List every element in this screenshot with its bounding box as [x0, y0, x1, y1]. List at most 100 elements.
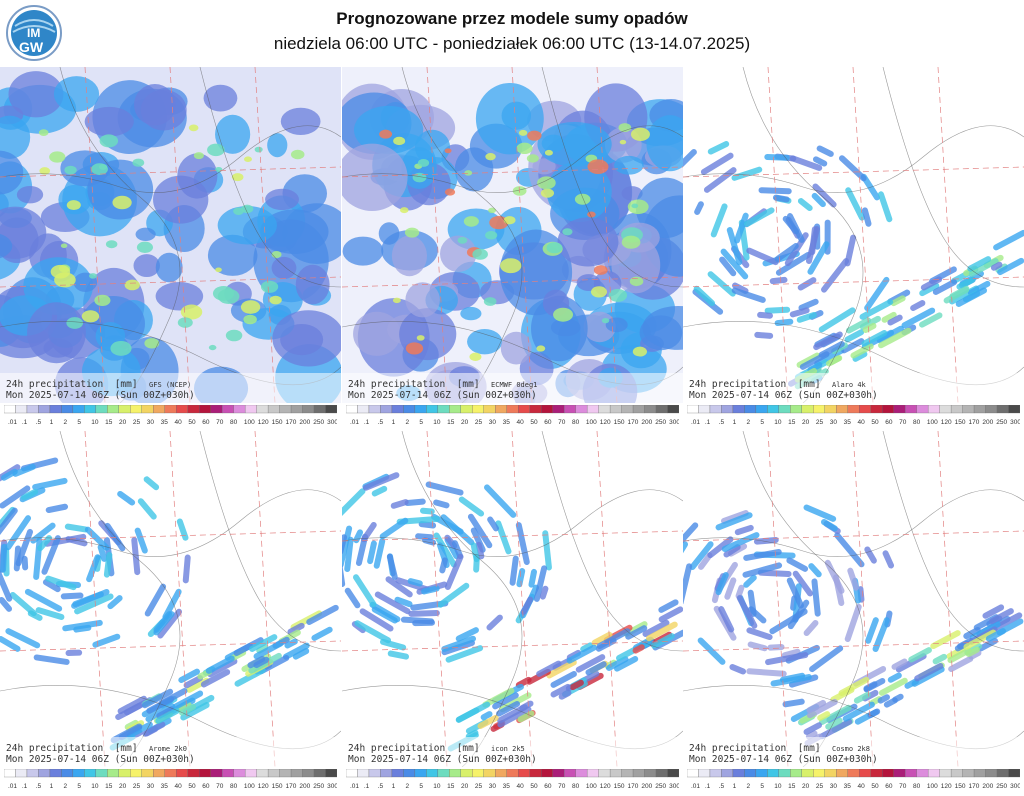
- legend-tick-label: 80: [913, 783, 921, 790]
- legend-color-swatch: [414, 405, 427, 414]
- legend-tick-label: 200: [641, 419, 652, 426]
- legend-color-swatch: [586, 405, 599, 414]
- legend-tick-label: 15: [788, 419, 796, 426]
- legend-tick-label: 300: [327, 783, 337, 790]
- legend-color-swatch: [939, 769, 952, 778]
- imgw-logo: IM GW: [6, 5, 62, 61]
- legend-color-swatch: [632, 405, 645, 414]
- legend-color-swatch: [732, 405, 745, 414]
- legend-color-swatch: [586, 769, 599, 778]
- legend-tick-label: 60: [544, 419, 552, 426]
- legend-tick-label: 200: [299, 783, 310, 790]
- legend-color-swatch: [164, 405, 177, 414]
- precip-map: [342, 431, 683, 767]
- legend-tick-label: .5: [719, 783, 725, 790]
- caption-valid: Mon 2025-07-14 06Z (Sun 00Z+030h): [689, 754, 878, 765]
- legend-tick-label: 40: [175, 419, 183, 426]
- legend-tick-label: 80: [913, 419, 921, 426]
- legend-color-swatch: [279, 769, 292, 778]
- legend-tick-label: 100: [927, 783, 938, 790]
- legend-tick-label: .1: [22, 783, 28, 790]
- legend-color-swatch: [962, 769, 975, 778]
- legend-color-swatch: [609, 405, 622, 414]
- legend-tick-label: 80: [230, 419, 238, 426]
- legend-tick-label: 25: [475, 783, 483, 790]
- legend-color-swatch: [403, 405, 416, 414]
- legend-tick-label: 10: [774, 419, 782, 426]
- legend-tick-label: 100: [244, 783, 255, 790]
- legend-tick-label: .1: [705, 783, 711, 790]
- legend-color-swatch: [506, 769, 519, 778]
- legend-tick-label: 10: [774, 783, 782, 790]
- legend-color-swatch: [4, 769, 16, 778]
- model-label: icon 2k5: [491, 745, 525, 753]
- legend-tick-label: .5: [378, 783, 384, 790]
- legend-color-swatch: [118, 405, 131, 414]
- legend-color-swatch: [824, 405, 837, 414]
- legend-tick-label: 250: [996, 783, 1007, 790]
- legend-color-swatch: [632, 769, 645, 778]
- legend-tick-label: 20: [802, 419, 810, 426]
- legend-tick-label: 250: [996, 419, 1007, 426]
- legend-tick-label: 200: [641, 783, 652, 790]
- legend-color-swatch: [449, 769, 461, 778]
- legend-tick-label: 60: [885, 419, 893, 426]
- color-legend: .01.1.5 1 2 5 10 15 20 25 30 35 40 50 60 70 80 100 120 15…: [346, 769, 679, 790]
- legend-tick-label: .1: [364, 419, 370, 426]
- legend-tick-label: 60: [544, 783, 552, 790]
- legend-tick-label: .1: [22, 419, 28, 426]
- legend-color-swatch: [199, 405, 211, 414]
- legend-tick-label: 60: [885, 783, 893, 790]
- model-label: GFS (NCEP): [149, 381, 192, 389]
- legend-color-swatch: [836, 769, 848, 778]
- precip-map: [683, 431, 1024, 767]
- model-panel-arome: 24h precipitation [mm] Arome 2k0 Mon 202…: [0, 431, 341, 796]
- precip-map: [0, 67, 341, 403]
- legend-tick-label: 40: [517, 783, 525, 790]
- legend-color-swatch: [472, 405, 484, 414]
- caption-variable: 24h precipitation [mm] Arome 2k0: [6, 743, 187, 755]
- legend-color-swatch: [61, 405, 74, 414]
- legend-tick-label: 70: [558, 419, 566, 426]
- legend-tick-label: .01: [8, 419, 17, 426]
- legend-color-swatch: [357, 769, 370, 778]
- caption-variable: 24h precipitation [mm] Alaro 4k: [689, 379, 866, 391]
- legend-color-swatch: [176, 405, 188, 414]
- legend-color-swatch: [38, 769, 51, 778]
- precip-map: [683, 67, 1024, 403]
- legend-tick-label: 120: [600, 783, 611, 790]
- legend-tick-label: 120: [600, 419, 611, 426]
- legend-color-swatch: [391, 769, 404, 778]
- legend-color-swatch: [279, 405, 292, 414]
- legend-color-swatch: [609, 769, 622, 778]
- legend-tick-label: .01: [350, 419, 359, 426]
- legend-color-swatch: [767, 405, 780, 414]
- precip-map: [0, 431, 341, 767]
- variable-label: 24h precipitation: [6, 379, 104, 390]
- units-label: [mm]: [456, 743, 480, 754]
- legend-tick-label: 150: [955, 783, 966, 790]
- legend-color-swatch: [26, 769, 39, 778]
- legend-tick-label: 60: [202, 419, 210, 426]
- legend-tick-label: 1: [733, 783, 737, 790]
- legend-tick-label: 15: [447, 419, 455, 426]
- legend-tick-label: 1: [392, 419, 396, 426]
- legend-color-swatch: [414, 769, 427, 778]
- legend-tick-label: 25: [475, 419, 483, 426]
- legend-color-swatch: [460, 769, 473, 778]
- legend-color-swatch: [437, 405, 450, 414]
- legend-color-swatch: [187, 769, 200, 778]
- legend-tick-label: 170: [286, 419, 297, 426]
- legend-color-swatch: [141, 769, 154, 778]
- legend-tick-label: 40: [175, 783, 183, 790]
- legend-color-swatch: [1008, 769, 1020, 778]
- legend-tick-label: 15: [788, 783, 796, 790]
- legend-color-swatch: [267, 405, 280, 414]
- legend-color-swatch: [495, 769, 507, 778]
- units-label: [mm]: [114, 743, 138, 754]
- variable-label: 24h precipitation: [689, 379, 787, 390]
- legend-color-swatch: [49, 405, 62, 414]
- legend-tick-label: 10: [91, 419, 99, 426]
- legend-color-swatch: [721, 405, 734, 414]
- legend-color-swatch: [916, 405, 929, 414]
